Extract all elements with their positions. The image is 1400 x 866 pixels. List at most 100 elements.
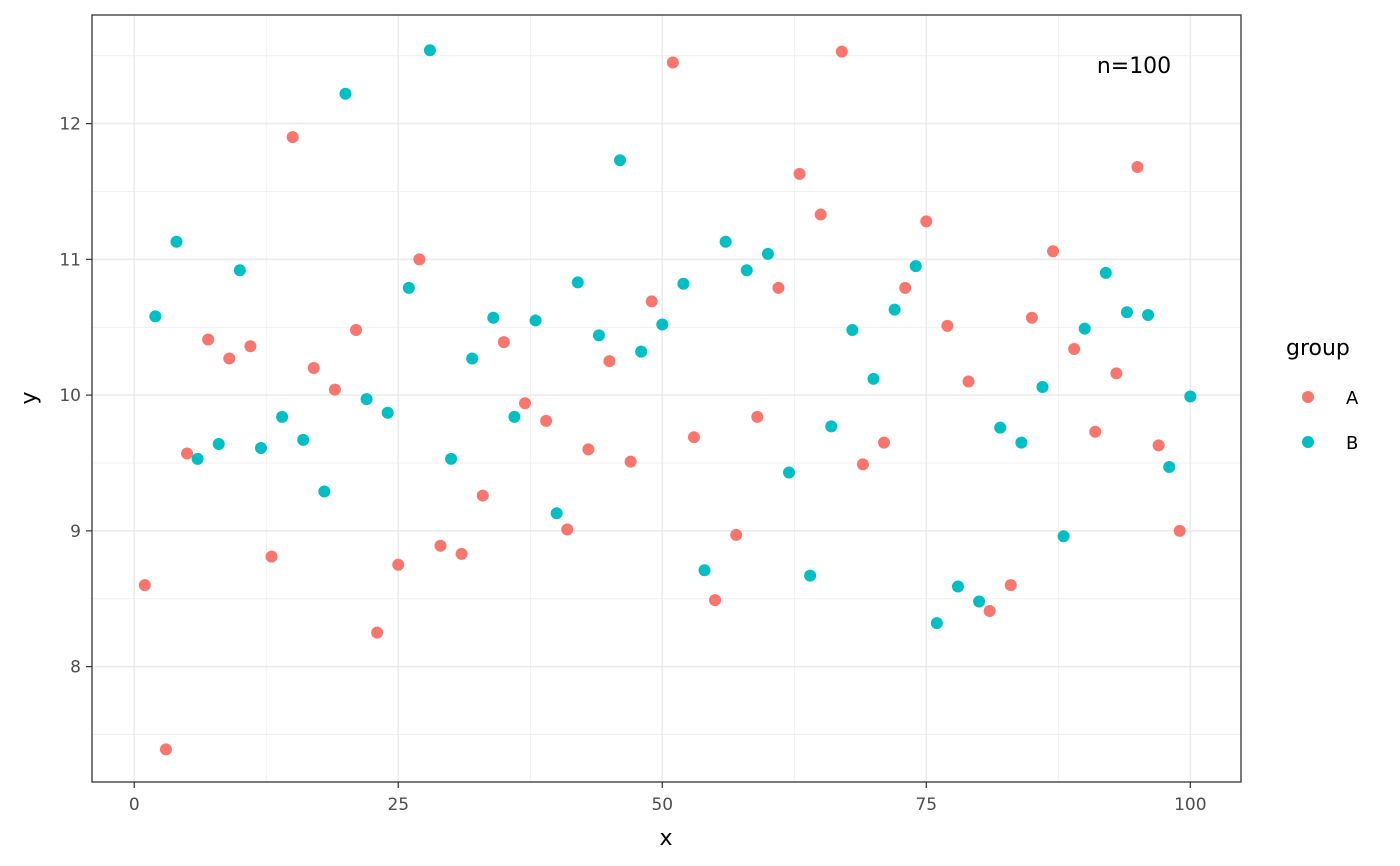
- data-point-a: [920, 215, 933, 228]
- data-point-a: [962, 375, 975, 388]
- data-point-b: [170, 235, 183, 248]
- data-point-a: [666, 56, 679, 69]
- legend-label-b: B: [1346, 433, 1358, 454]
- legend-label-a: A: [1346, 388, 1359, 409]
- data-point-a: [709, 594, 722, 607]
- legend-key-a: [1302, 391, 1314, 403]
- data-point-a: [159, 743, 172, 756]
- axis-ticks: 0 25 50 75 100 8 9 10 11 12: [59, 115, 1206, 815]
- data-point-a: [413, 253, 426, 266]
- data-point-b: [487, 311, 500, 324]
- data-point-b: [867, 372, 880, 385]
- data-point-a: [624, 455, 637, 468]
- data-point-b: [677, 277, 690, 290]
- data-point-a: [1089, 425, 1102, 438]
- data-point-b: [233, 264, 246, 277]
- data-point-b: [825, 420, 838, 433]
- x-tick-label: 100: [1174, 795, 1206, 815]
- grid: [92, 15, 1241, 782]
- data-point-b: [423, 44, 436, 57]
- data-point-a: [772, 281, 785, 294]
- data-point-b: [656, 318, 669, 331]
- data-point-b: [297, 433, 310, 446]
- data-point-a: [1152, 439, 1165, 452]
- y-tick-label: 11: [59, 250, 81, 270]
- data-point-b: [804, 569, 817, 582]
- data-point-a: [878, 436, 891, 449]
- data-point-a: [455, 547, 468, 560]
- data-point-b: [846, 323, 859, 336]
- data-point-b: [339, 87, 352, 100]
- data-point-b: [1120, 306, 1133, 319]
- data-point-b: [1142, 309, 1155, 322]
- data-point-b: [149, 310, 162, 323]
- data-point-b: [254, 442, 267, 455]
- data-point-a: [223, 352, 236, 365]
- data-point-a: [793, 167, 806, 180]
- data-point-b: [592, 329, 605, 342]
- data-point-b: [276, 410, 289, 423]
- data-point-b: [994, 421, 1007, 434]
- data-point-a: [582, 443, 595, 456]
- y-tick-label: 10: [59, 386, 81, 406]
- data-point-a: [1110, 367, 1123, 380]
- x-tick-label: 75: [915, 795, 937, 815]
- data-point-b: [1184, 390, 1197, 403]
- data-point-a: [202, 333, 215, 346]
- data-point-a: [371, 626, 384, 639]
- data-point-a: [497, 336, 510, 349]
- data-point-a: [392, 558, 405, 571]
- data-point-a: [687, 431, 700, 444]
- data-point-a: [518, 397, 531, 410]
- data-point-a: [645, 295, 658, 308]
- data-point-a: [265, 550, 278, 563]
- annotation-text: n=100: [1097, 54, 1171, 79]
- data-point-a: [138, 579, 151, 592]
- x-tick-label: 0: [129, 795, 140, 815]
- y-tick-label: 9: [70, 522, 81, 542]
- data-point-a: [307, 361, 320, 374]
- data-point-b: [191, 452, 204, 465]
- data-point-b: [529, 314, 542, 327]
- data-point-a: [286, 131, 299, 144]
- data-point-b: [635, 345, 648, 358]
- data-point-a: [561, 523, 574, 536]
- data-point-b: [614, 154, 627, 167]
- y-tick-label: 8: [70, 658, 81, 678]
- data-point-b: [360, 393, 373, 406]
- data-point-b: [571, 276, 584, 289]
- data-point-b: [445, 452, 458, 465]
- y-tick-label: 12: [59, 115, 81, 135]
- data-point-b: [318, 485, 331, 498]
- data-point-a: [899, 281, 912, 294]
- x-tick-label: 50: [651, 795, 673, 815]
- data-point-a: [856, 458, 869, 471]
- x-tick-label: 25: [387, 795, 409, 815]
- data-point-a: [730, 528, 743, 541]
- data-point-b: [888, 303, 901, 316]
- data-point-b: [719, 235, 732, 248]
- data-point-a: [751, 410, 764, 423]
- data-point-a: [1004, 579, 1017, 592]
- data-point-b: [466, 352, 479, 365]
- data-point-a: [476, 489, 489, 502]
- data-points: [138, 44, 1197, 756]
- data-point-a: [1173, 524, 1186, 537]
- data-point-a: [941, 319, 954, 332]
- data-point-a: [603, 355, 616, 368]
- data-point-a: [1131, 161, 1144, 174]
- data-point-a: [1068, 342, 1081, 355]
- data-point-b: [740, 264, 753, 277]
- data-point-b: [1078, 322, 1091, 335]
- data-point-b: [973, 595, 986, 608]
- data-point-b: [698, 564, 711, 577]
- data-point-b: [1036, 380, 1049, 393]
- panel-border: [91, 14, 1242, 783]
- legend: group A B: [1286, 336, 1359, 454]
- data-point-a: [328, 383, 341, 396]
- data-point-a: [540, 414, 553, 427]
- data-point-a: [814, 208, 827, 221]
- data-point-b: [1015, 436, 1028, 449]
- data-point-b: [508, 410, 521, 423]
